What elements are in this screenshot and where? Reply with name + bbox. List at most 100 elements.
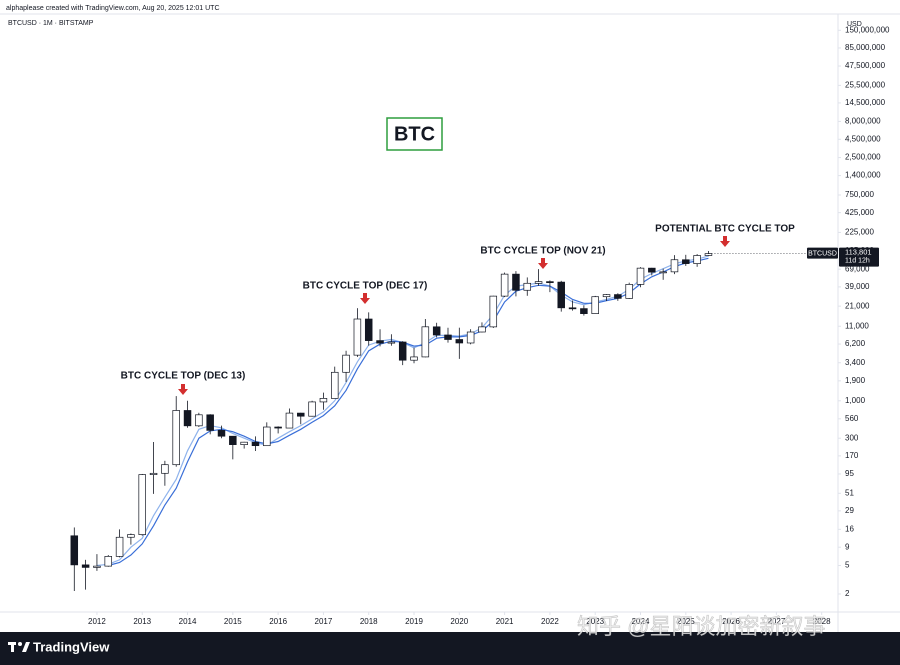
x-tick-label: 2014 xyxy=(179,617,197,626)
candle-body xyxy=(432,326,441,336)
y-tick-label: 150,000,000 xyxy=(845,25,890,34)
y-tick-label: 11,000 xyxy=(845,321,869,330)
candle-body xyxy=(274,426,282,429)
x-tick-label: 2027 xyxy=(767,617,785,626)
candle-body xyxy=(591,296,599,314)
x-tick-label: 2017 xyxy=(315,617,333,626)
x-tick-label: 2013 xyxy=(133,617,151,626)
annotation: BTC CYCLE TOP (DEC 13) xyxy=(121,371,246,382)
candle-body xyxy=(183,410,192,427)
price-label-box xyxy=(839,247,879,267)
candle-body xyxy=(557,281,565,309)
y-tick-label: 225,000 xyxy=(845,228,874,237)
candle-body xyxy=(353,318,362,356)
candle-body xyxy=(444,334,452,340)
candle-body xyxy=(466,331,475,344)
candle-body xyxy=(104,556,113,567)
symbol-label-box xyxy=(807,247,838,259)
y-tick-label: 69,000 xyxy=(845,264,870,273)
y-tick-label: 8,000,000 xyxy=(845,117,881,126)
moving-average xyxy=(108,257,709,567)
candle-body xyxy=(263,426,271,447)
y-tick-label: 39,000 xyxy=(845,282,870,291)
y-tick-label: 1,900 xyxy=(845,376,866,385)
candle-body xyxy=(217,430,226,437)
candle-body xyxy=(398,341,407,361)
candle-body xyxy=(115,536,124,557)
y-tick-label: 2,500,000 xyxy=(845,153,881,162)
annotation-arrow xyxy=(178,384,188,395)
candle-body xyxy=(682,259,690,264)
candle-body xyxy=(534,281,543,284)
x-tick-label: 2019 xyxy=(405,617,423,626)
candle-body xyxy=(251,441,260,447)
x-tick-label: 2025 xyxy=(677,617,695,626)
candle-body xyxy=(93,565,101,568)
y-tick-label: 25,500,000 xyxy=(845,80,886,89)
candle-body xyxy=(149,472,158,475)
y-tick-label: 6,200 xyxy=(845,339,866,348)
annotation-arrow xyxy=(538,258,548,269)
candle-body xyxy=(342,354,350,373)
candle-body xyxy=(206,414,214,431)
footer xyxy=(0,632,900,665)
y-tick-label: 750,000 xyxy=(845,190,874,199)
brand-logo xyxy=(8,642,30,652)
header: alphaplease created with TradingView.com… xyxy=(6,5,220,12)
candle-body xyxy=(319,398,328,403)
candle-body xyxy=(693,255,701,264)
watermark: 知乎 @星阳谈加密新叙事 xyxy=(577,614,825,639)
x-tick-label: 2023 xyxy=(586,617,604,626)
candle-body xyxy=(636,267,645,285)
logo-part xyxy=(22,642,30,652)
y-tick-label: 9 xyxy=(845,542,850,551)
x-tick-label: 2024 xyxy=(632,617,650,626)
y-tick-label: 1,400,000 xyxy=(845,171,881,180)
y-tick-label: 47,500,000 xyxy=(845,61,886,70)
candle-body xyxy=(670,259,679,273)
chart-title: BTC xyxy=(394,123,435,145)
y-tick-label: 16 xyxy=(845,524,854,533)
candle-body xyxy=(568,307,577,310)
candle-body xyxy=(127,534,135,538)
y-tick-label: 300 xyxy=(845,433,859,442)
candle-body xyxy=(523,282,532,291)
candle-body xyxy=(546,281,554,283)
y-tick-label: 5 xyxy=(845,561,850,570)
candle-body xyxy=(81,564,90,568)
candle-body xyxy=(614,294,622,299)
candle-body xyxy=(602,294,611,298)
x-tick-label: 2015 xyxy=(224,617,242,626)
annotation: BTC CYCLE TOP (DEC 17) xyxy=(303,281,428,292)
countdown: 11d 12h xyxy=(845,257,870,264)
x-tick-label: 2016 xyxy=(269,617,287,626)
x-tick-label: 2018 xyxy=(360,617,378,626)
annotation-arrow xyxy=(360,293,370,304)
candle-body xyxy=(410,356,418,361)
title-box xyxy=(386,117,443,151)
logo-part xyxy=(11,642,14,652)
candle-body xyxy=(229,435,237,445)
annotation: BTC CYCLE TOP (NOV 21) xyxy=(480,246,605,257)
y-tick-label: 425,000 xyxy=(845,208,874,217)
x-tick-label: 2020 xyxy=(450,617,468,626)
y-tick-label: 95 xyxy=(845,469,854,478)
overlay: BTC CYCLE TOP (DEC 13) BTC CYCLE TOP (DEC… xyxy=(121,224,879,639)
candle-body xyxy=(70,535,79,566)
y-tick-label: 2 xyxy=(845,589,850,598)
x-tick-label: 2022 xyxy=(541,617,559,626)
candle-body xyxy=(478,326,486,333)
y-tick-label: 51 xyxy=(845,488,854,497)
currency: USD xyxy=(847,21,862,28)
candle-body xyxy=(285,412,294,429)
candle-body xyxy=(512,273,520,291)
y-tick-label: 1,000 xyxy=(845,396,866,405)
annotation: POTENTIAL BTC CYCLE TOP xyxy=(655,224,795,235)
y-tick-label: 85,000,000 xyxy=(845,43,886,52)
y-tick-label: 3,400 xyxy=(845,358,866,367)
y-tick-label: 4,500,000 xyxy=(845,134,881,143)
candle-body xyxy=(500,273,509,297)
